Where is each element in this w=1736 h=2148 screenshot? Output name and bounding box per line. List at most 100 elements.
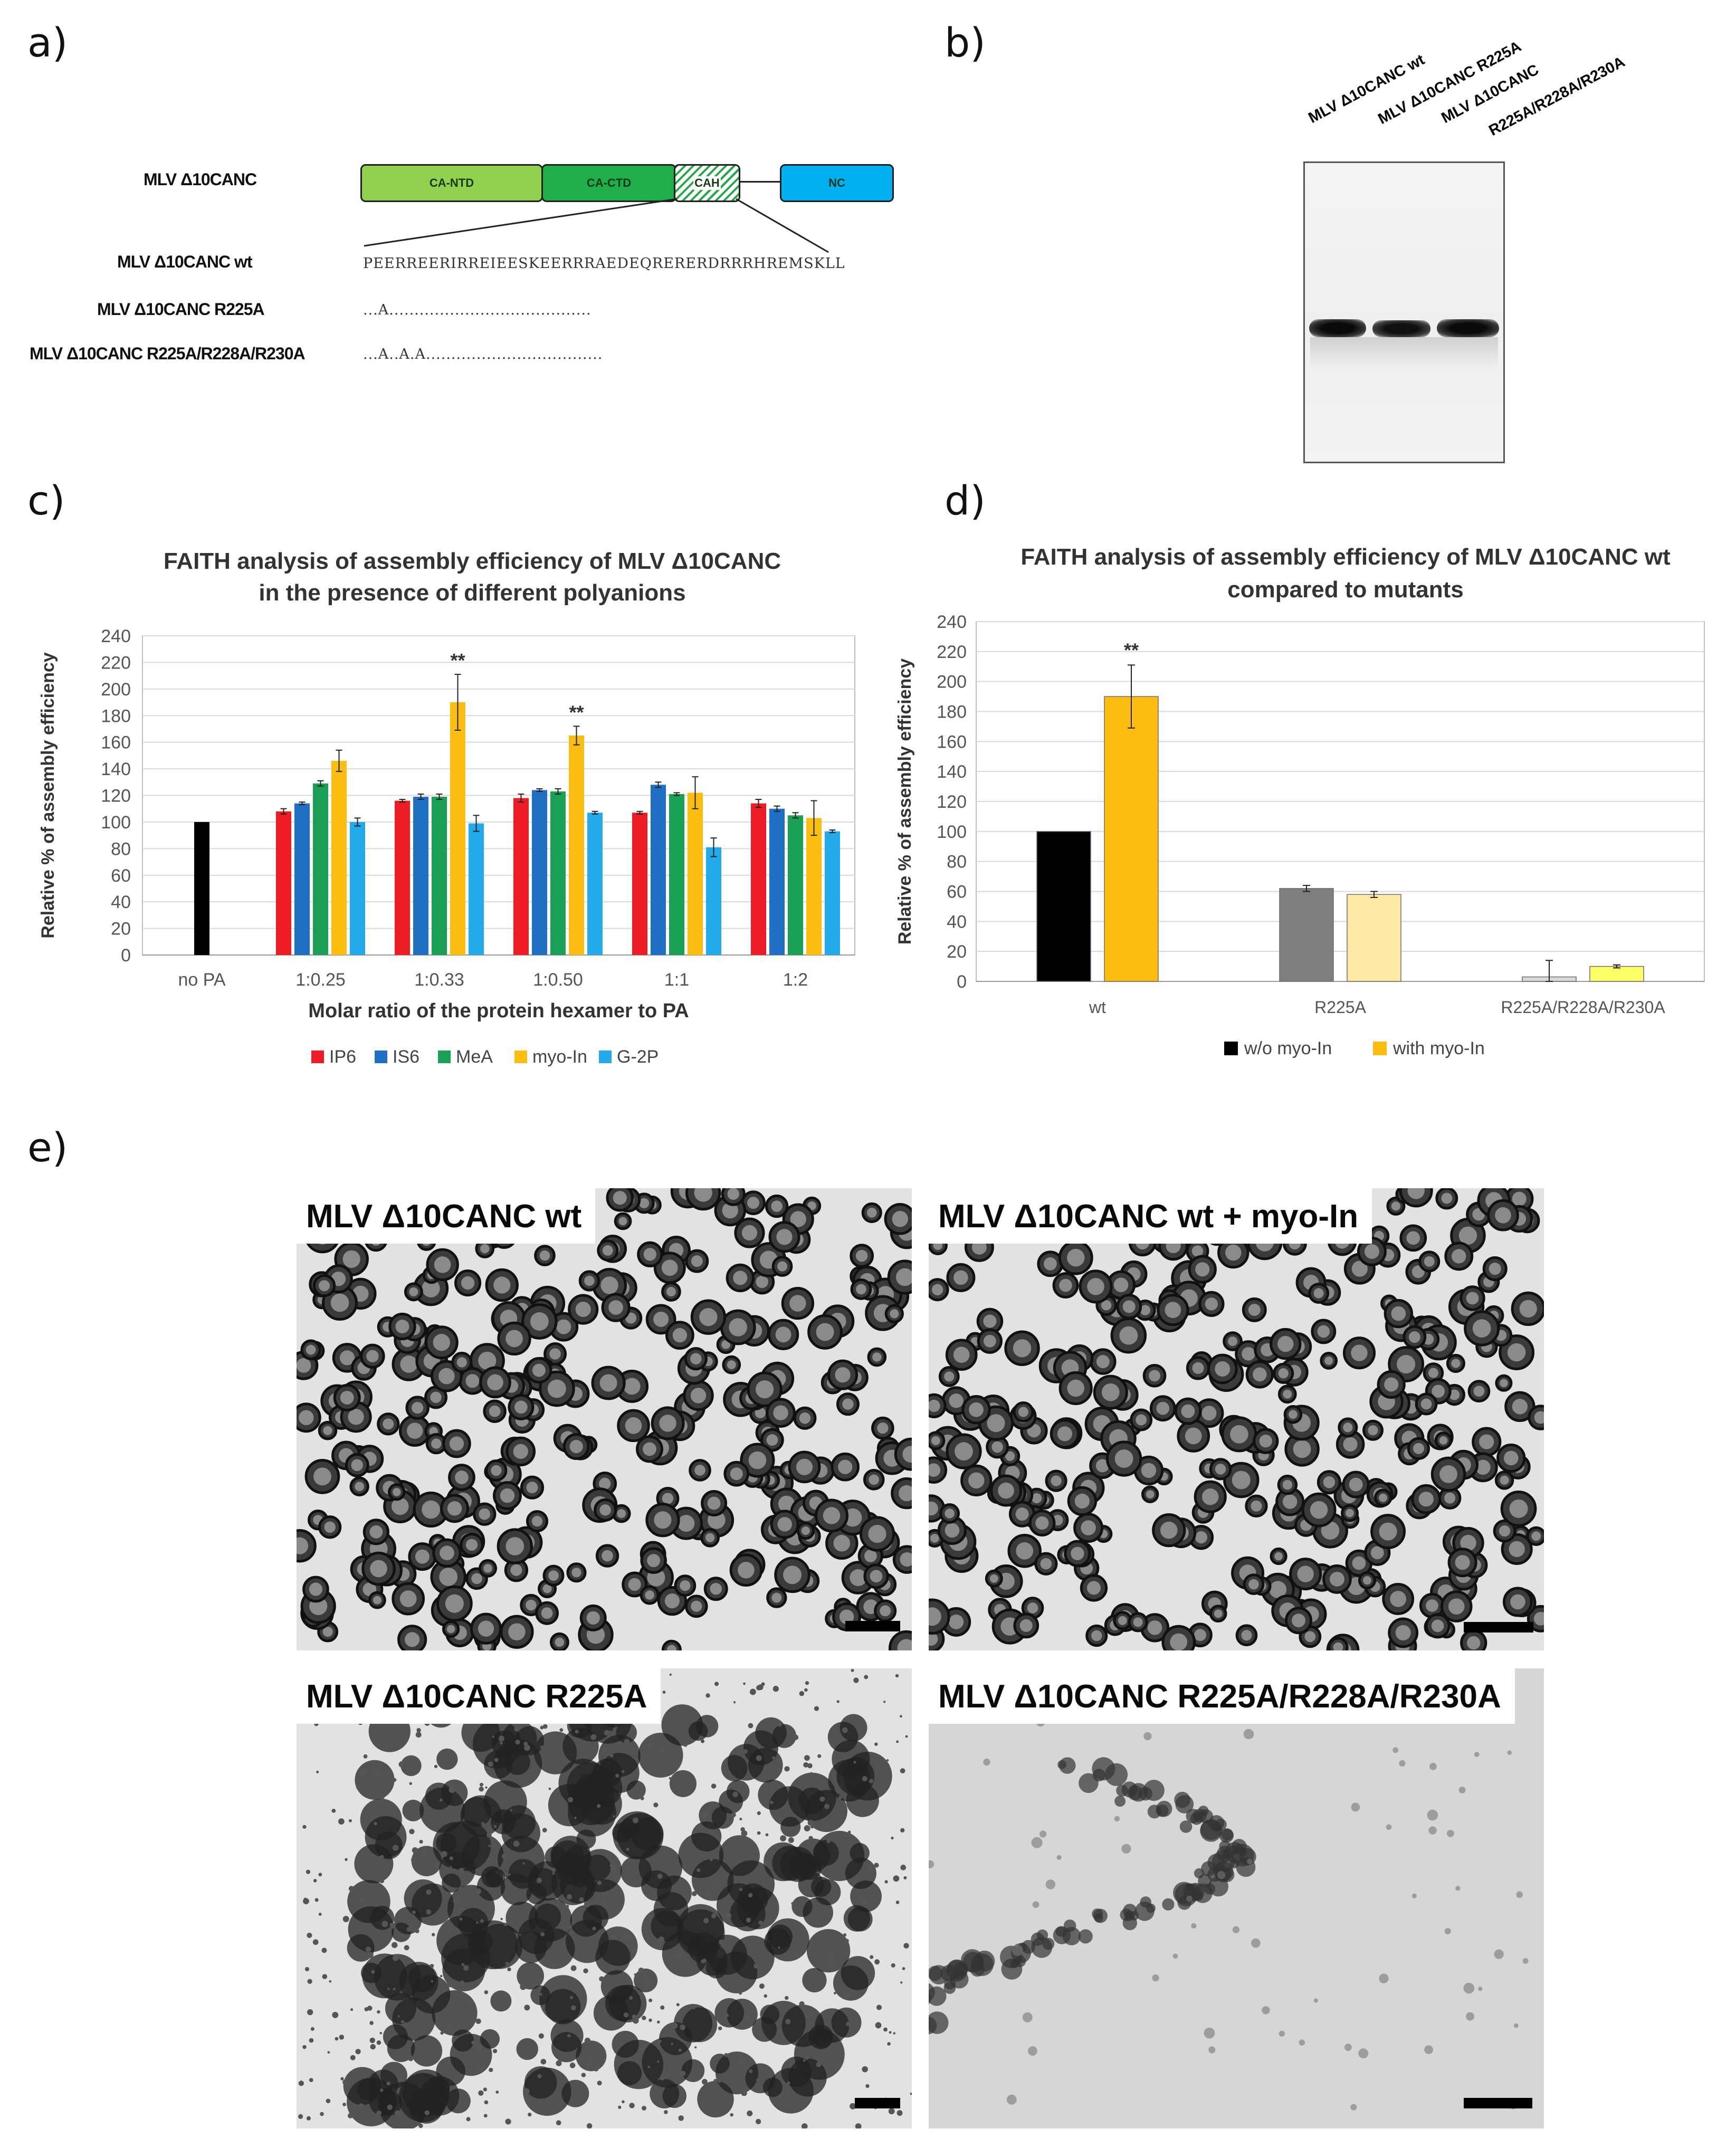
speck [669,1777,671,1780]
particle-core [799,1412,811,1424]
particle-core [431,1438,442,1449]
speck [313,1879,317,1883]
speck [903,1943,909,1949]
speck [738,2058,745,2064]
particle-core [1472,1319,1491,1338]
speck [660,2075,665,2080]
speck [586,2123,593,2128]
particle-core [1500,1475,1509,1485]
panel-label-b: b) [945,19,986,66]
speck [747,2110,753,2116]
particle-core [741,1225,758,1241]
sequence-name-wt: MLV Δ10CANC wt [117,252,253,271]
particle-core [1091,1630,1102,1641]
speck [1313,1998,1318,2003]
particle-core [850,1569,867,1587]
speck [540,1725,544,1730]
speck [603,1901,607,1905]
particle-core [1346,1509,1354,1517]
speck [1463,1982,1475,1994]
particle-core [664,1593,680,1609]
particle-core [539,1250,550,1261]
sequence-name-r225a: MLV Δ10CANC R225A [97,300,265,319]
speck [809,2012,813,2016]
particle-core [748,1451,767,1469]
speck [412,1910,416,1914]
speck [865,2084,870,2088]
speck [891,1963,895,1968]
speck [793,1734,799,1740]
speck [583,1968,588,1973]
speck [479,1782,484,1787]
particle-core [1170,1633,1188,1650]
speck [887,2042,891,2046]
speck [514,1726,519,1732]
particle-core [586,1611,600,1625]
particle-core [899,1485,912,1502]
speck [587,2063,591,2066]
speck [450,1866,452,1869]
speck [441,1851,447,1857]
gel-band [1309,319,1366,337]
particle-core [1384,1377,1399,1392]
particle-core [1087,1278,1104,1295]
aggregate [529,1868,558,1897]
speck [569,2063,576,2068]
speck [632,1817,639,1824]
speck [741,2090,747,2096]
speck [810,1825,814,1829]
speck [778,1946,780,1949]
speck [609,1864,614,1868]
x-tick-label: R225A [1314,998,1367,1017]
aggregate [802,1968,827,1993]
y-tick-label: 120 [101,786,131,806]
speck [1522,1958,1529,1964]
particle-core [313,1467,331,1486]
particle-core [625,1417,642,1434]
aggregate [730,1896,766,1932]
speck [537,2074,542,2078]
aggregate [432,1990,478,2036]
particle-core [929,1501,938,1516]
particle-core [500,1488,515,1503]
speck [386,1745,390,1749]
particle-core [1277,1335,1294,1352]
speck [1379,1973,1389,1983]
particle-core [599,1504,611,1516]
speck [731,1812,736,1818]
particle-core [839,1609,854,1624]
y-tick-label: 120 [937,792,967,812]
speck [426,1909,432,1915]
speck [374,1771,381,1778]
speck [671,2042,674,2046]
speck [757,1811,761,1815]
particle-core [1343,1423,1353,1433]
speck [746,1917,751,1923]
particle-core [1101,1300,1112,1311]
speck [1429,1763,1437,1770]
speck [493,1825,497,1828]
cluster [1094,1913,1103,1923]
particle-core [542,1584,552,1593]
speck [475,1888,482,1894]
particle-core [727,1360,736,1370]
speck [1243,1729,1254,1740]
y-tick-label: 100 [937,822,967,842]
speck [845,1939,849,1943]
y-tick-label: 200 [937,672,967,692]
particle-core [373,1596,381,1605]
speck [505,2118,511,2125]
cluster [929,2017,937,2035]
legend-label: G-2P [617,1047,659,1067]
speck [638,1968,644,1973]
particle-core [1324,1356,1333,1365]
speck [748,1723,753,1729]
particle-core [766,1434,778,1446]
aggregate [550,2019,584,2052]
speck [756,1685,761,1691]
speck [756,1755,762,1761]
cluster [1156,1800,1172,1817]
aggregate [806,1929,851,1973]
scale-bar [1464,1622,1533,1633]
speck [478,2090,484,2096]
